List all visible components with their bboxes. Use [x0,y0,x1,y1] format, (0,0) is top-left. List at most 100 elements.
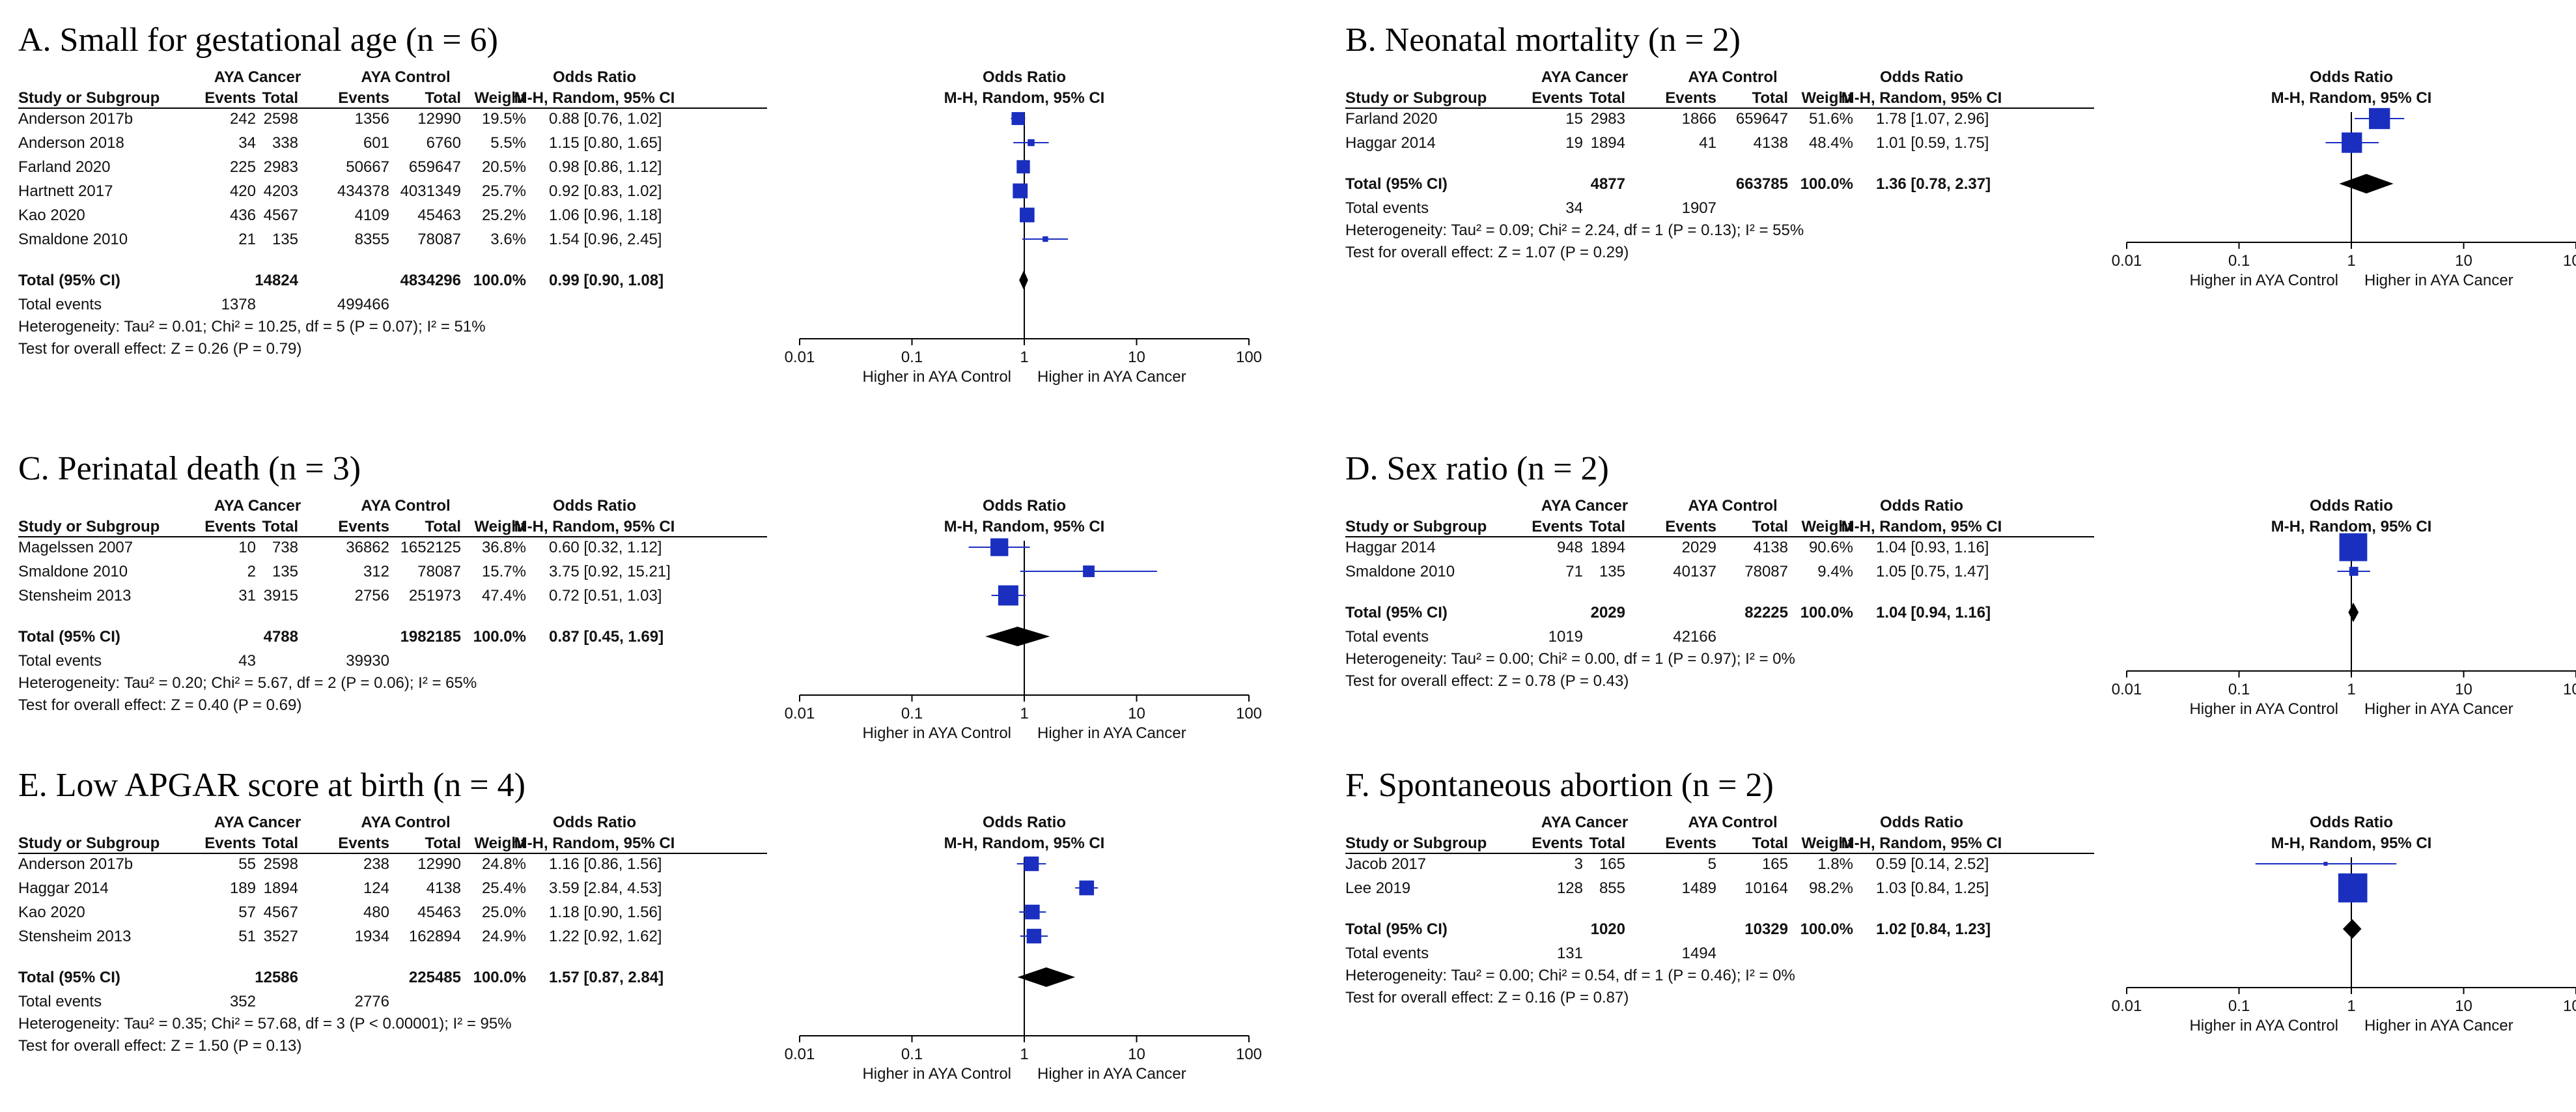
x-tick-label: 0.01 [785,1046,815,1063]
header-group-cancer: AYA Cancer [1541,497,1628,515]
x-label-left: Higher in AYA Control [2189,1017,2338,1034]
header-weight: Weight [474,518,526,535]
total-n-cancer: 12586 [255,969,298,986]
header-total-cancer: Total [1589,518,1625,535]
x-tick-label: 0.01 [785,349,815,366]
x-label-right: Higher in AYA Cancer [1037,368,1186,386]
total-events-label: Total events [1345,945,1429,962]
total-weight: 100.0% [1800,175,1853,193]
study-name: Jacob 2017 [1345,855,1426,873]
study-square [990,538,1009,556]
header-plot-title: Odds Ratio [2310,68,2393,86]
study-total-cancer: 4567 [264,904,298,921]
study-odds-ratio: 0.60 [0.32, 1.12] [549,539,662,556]
study-events-control: 4109 [355,207,389,224]
total-weight: 100.0% [1800,604,1853,621]
study-events-cancer: 19 [1565,134,1583,152]
study-total-control: 162894 [409,928,461,945]
study-weight: 20.5% [482,158,526,176]
header-or-title: Odds Ratio [1880,68,1963,86]
header-plot-title: Odds Ratio [983,68,1066,86]
study-odds-ratio: 0.59 [0.14, 2.52] [1876,855,1989,873]
panel-title: E. Low APGAR score at birth (n = 4) [18,767,525,804]
total-label: Total (95% CI) [1345,920,1448,938]
heterogeneity-text: Heterogeneity: Tau² = 0.35; Chi² = 57.68… [18,1015,512,1033]
pooled-diamond [985,627,1050,646]
x-tick-label: 100 [1236,1046,1262,1063]
study-events-control: 50667 [346,158,389,176]
header-total-cancer: Total [262,89,298,107]
study-events-cancer: 34 [238,134,256,152]
pooled-diamond [2339,174,2394,193]
study-name: Stensheim 2013 [18,928,131,945]
study-total-cancer: 135 [272,231,298,248]
header-events-cancer: Events [1532,834,1583,852]
study-square [2369,107,2390,130]
study-odds-ratio: 1.03 [0.84, 1.25] [1876,879,1989,897]
total-label: Total (95% CI) [1345,175,1448,193]
study-events-control: 2029 [1682,539,1716,556]
total-n-cancer: 4788 [264,628,298,646]
header-events-control: Events [1665,834,1716,852]
study-total-cancer: 2598 [264,110,298,128]
study-odds-ratio: 1.54 [0.96, 2.45] [549,231,662,248]
study-events-cancer: 31 [238,587,256,605]
study-weight: 15.7% [482,563,526,580]
study-name: Kao 2020 [18,207,85,224]
x-tick-label: 1 [2347,681,2355,698]
forest-plot: AYA Cancer AYA Control Odds Ratio Odds Rati… [18,814,1262,1083]
study-odds-ratio: 1.04 [0.93, 1.16] [1876,539,1989,556]
header-group-control: AYA Control [1688,68,1777,86]
study-square [2338,873,2368,903]
study-odds-ratio: 0.72 [0.51, 1.03] [549,587,662,605]
header-plot-method: M-H, Random, 95% CI [944,518,1105,535]
total-events-label: Total events [18,993,102,1010]
x-tick-label: 10 [2455,252,2472,270]
study-events-control: 1489 [1682,879,1716,897]
header-weight: Weight [1801,518,1853,535]
study-square [1079,880,1095,896]
header-plot-method: M-H, Random, 95% CI [2271,834,2432,852]
study-square [1020,207,1035,223]
header-study: Study or Subgroup [18,834,160,852]
study-weight: 25.7% [482,182,526,200]
study-total-control: 12990 [417,110,461,128]
header-events-control: Events [1665,518,1716,535]
study-total-control: 659647 [409,158,461,176]
study-total-control: 165 [1762,855,1788,873]
total-odds-ratio: 0.87 [0.45, 1.69] [549,628,664,646]
header-group-control: AYA Control [1688,814,1777,831]
study-square [1043,236,1048,242]
study-total-control: 78087 [417,563,461,580]
study-weight: 36.8% [482,539,526,556]
study-total-cancer: 135 [1599,563,1625,580]
header-group-control: AYA Control [361,68,450,86]
total-n-control: 1982185 [400,628,461,646]
x-tick-label: 1 [1020,705,1028,722]
header-or-title: Odds Ratio [1880,814,1963,831]
study-events-control: 1866 [1682,110,1716,128]
x-label-left: Higher in AYA Control [862,1065,1011,1083]
total-weight: 100.0% [473,969,526,986]
study-odds-ratio: 1.78 [1.07, 2.96] [1876,110,1989,128]
total-events-control: 499466 [337,296,389,313]
header-group-control: AYA Control [361,814,450,831]
study-events-control: 40137 [1673,563,1716,580]
x-label-left: Higher in AYA Control [2189,272,2338,289]
study-square [998,585,1018,606]
study-total-cancer: 855 [1599,879,1625,897]
header-events-cancer: Events [204,89,256,107]
header-total-cancer: Total [1589,834,1625,852]
study-name: Stensheim 2013 [18,587,131,605]
x-tick-label: 0.1 [2228,997,2250,1015]
x-tick-label: 100 [2563,997,2576,1015]
header-study: Study or Subgroup [1345,518,1487,535]
forest-plot: AYA Cancer AYA Control Odds Ratio Odds Rati… [18,497,1262,742]
pooled-diamond [2348,603,2359,622]
x-tick-label: 100 [1236,349,1262,366]
study-total-control: 12990 [417,855,461,873]
header-study: Study or Subgroup [1345,834,1487,852]
study-name: Smaldone 2010 [18,231,128,248]
header-events-cancer: Events [204,518,256,535]
